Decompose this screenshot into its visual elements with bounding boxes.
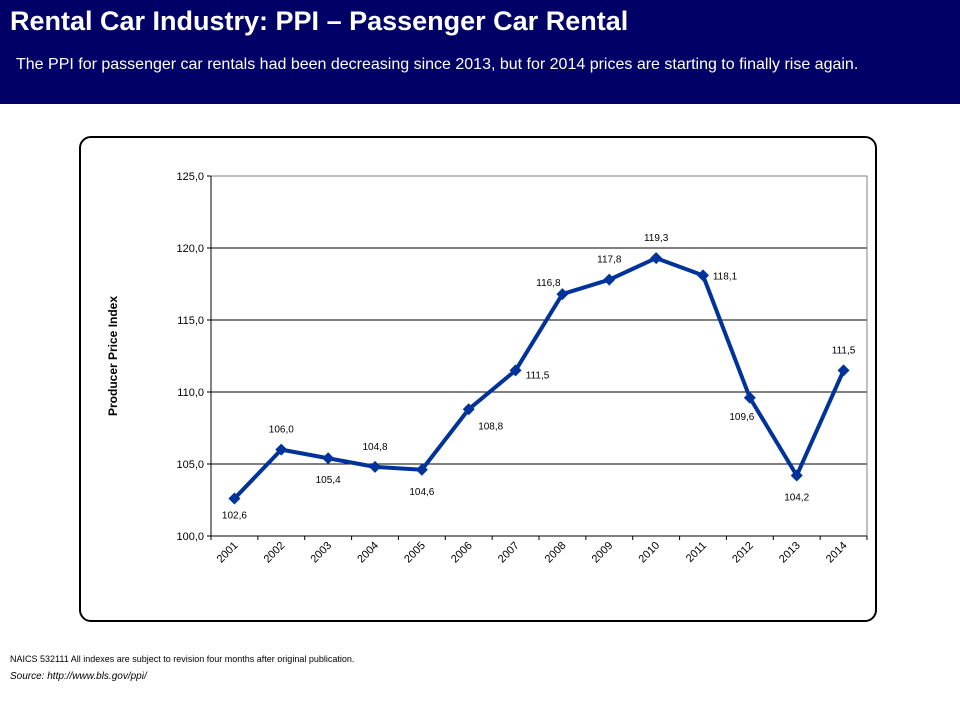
series-line	[232, 256, 846, 501]
data-label: 104,8	[362, 442, 387, 453]
data-label: 104,6	[409, 487, 434, 498]
x-tick-label: 2004	[355, 540, 381, 566]
y-tick-label: 110,0	[177, 387, 204, 399]
x-tick-label: 2013	[777, 540, 803, 566]
data-point-marker	[697, 269, 709, 282]
data-label: 111,5	[832, 345, 856, 356]
x-tick-label: 2002	[262, 540, 288, 566]
x-tick-label: 2008	[543, 540, 569, 566]
x-tick-label: 2005	[402, 540, 428, 566]
footnote: NAICS 532111 All indexes are subject to …	[10, 654, 355, 664]
x-tick-label: 2001	[215, 540, 241, 566]
data-point-marker	[603, 273, 616, 286]
source-citation: Source: http://www.bls.gov/ppi/	[10, 671, 147, 682]
chart-frame: 100,0 105,0 110,0 115,0 120,0 125,0 2001 2002 20…	[79, 136, 877, 622]
data-label: 119,3	[644, 233, 669, 244]
data-label: 116,8	[536, 278, 561, 289]
data-point-marker	[275, 443, 288, 456]
y-axis-title: Producer Price Index	[106, 296, 120, 416]
data-point-marker	[556, 288, 569, 301]
data-label: 104,2	[784, 493, 809, 504]
data-point-marker	[322, 452, 335, 465]
y-tick-label: 115,0	[177, 315, 204, 327]
y-tick-label: 125,0	[176, 171, 204, 183]
data-label: 108,8	[478, 421, 503, 432]
y-tick-label: 120,0	[176, 243, 204, 255]
data-point-marker	[650, 252, 663, 265]
data-point-marker	[462, 403, 475, 416]
data-label: 117,8	[597, 255, 622, 266]
data-label: 111,5	[526, 370, 550, 381]
data-label: 105,4	[316, 475, 341, 486]
plot-area-border	[210, 175, 868, 537]
data-label: 109,6	[729, 412, 754, 423]
x-tick-label: 2014	[824, 540, 850, 566]
data-label: 118,1	[713, 271, 738, 282]
data-point-marker	[743, 391, 756, 404]
data-point-marker	[837, 364, 850, 377]
y-tick-label: 105,0	[176, 459, 204, 471]
ppi-line-chart: 100,0 105,0 110,0 115,0 120,0 125,0 2001 2002 20…	[106, 171, 868, 566]
y-tick-label: 100,0	[176, 531, 204, 543]
x-tick-label: 2011	[684, 540, 709, 565]
x-tick-label: 2003	[308, 540, 334, 566]
page-title: Rental Car Industry: PPI – Passenger Car…	[10, 6, 629, 36]
x-tick-label: 2006	[449, 540, 475, 566]
x-tick-label: 2009	[590, 540, 616, 566]
data-label: 102,6	[222, 511, 247, 522]
data-point-marker	[790, 469, 803, 482]
x-tick-label: 2007	[496, 540, 522, 566]
data-point-marker	[369, 460, 381, 473]
data-point-marker	[415, 463, 428, 476]
page-subtitle: The PPI for passenger car rentals had be…	[16, 56, 859, 73]
x-tick-label: 2012	[730, 540, 756, 566]
data-point-marker	[228, 492, 241, 505]
x-tick-label: 2010	[636, 540, 662, 566]
data-label: 106,0	[269, 425, 294, 436]
header-banner: Rental Car Industry: PPI – Passenger Car…	[0, 0, 960, 104]
